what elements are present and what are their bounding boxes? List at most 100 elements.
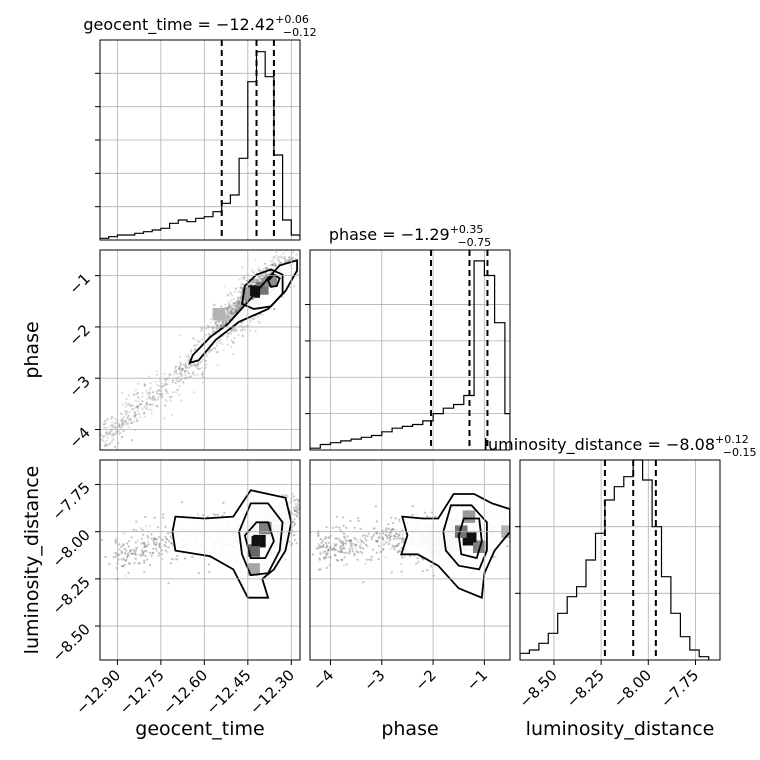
sample-point: [121, 551, 124, 554]
sample-point: [156, 384, 159, 387]
sample-point: [171, 395, 174, 398]
sample-point: [230, 330, 233, 333]
sample-point: [145, 550, 148, 553]
sample-point: [197, 572, 200, 575]
sample-point: [155, 543, 158, 547]
sample-point: [101, 439, 104, 442]
sample-point: [284, 558, 287, 561]
sample-point: [133, 414, 136, 417]
sample-point: [164, 549, 167, 552]
sample-point: [164, 536, 167, 539]
sample-point: [104, 420, 107, 423]
sample-point: [136, 392, 139, 395]
sample-point: [143, 412, 146, 415]
sample-point: [157, 389, 160, 392]
sample-point: [127, 545, 130, 548]
sample-point: [212, 329, 215, 332]
sample-point: [163, 417, 166, 420]
sample-point: [149, 397, 152, 400]
sample-point: [165, 538, 168, 541]
sample-point: [165, 390, 168, 393]
sample-point: [296, 509, 299, 512]
sample-point: [129, 562, 132, 565]
sample-point: [178, 361, 181, 364]
sample-point: [225, 315, 228, 318]
sample-point: [146, 558, 149, 561]
sample-point: [230, 309, 233, 312]
sample-point: [104, 420, 107, 423]
sample-point: [144, 407, 148, 410]
sample-point: [132, 393, 136, 396]
sample-point: [214, 347, 217, 350]
sample-point: [181, 367, 184, 370]
sample-point: [154, 398, 158, 401]
sample-point: [180, 363, 183, 366]
sample-point: [140, 554, 143, 558]
sample-point: [164, 404, 167, 407]
sample-point: [133, 414, 136, 417]
sample-point: [260, 277, 263, 280]
sample-point: [134, 553, 137, 556]
sample-point: [227, 293, 230, 296]
sample-point: [108, 442, 111, 445]
sample-point: [128, 419, 131, 422]
sample-point: [104, 432, 107, 435]
sample-point: [126, 417, 130, 420]
sample-point: [170, 537, 173, 540]
sample-point: [227, 318, 230, 321]
sample-point: [269, 270, 272, 274]
sample-point: [224, 313, 227, 316]
sample-point: [142, 533, 145, 536]
sample-point: [106, 444, 109, 447]
sample-point: [132, 393, 136, 396]
sample-point: [194, 364, 197, 367]
sample-point: [108, 431, 111, 434]
sample-point: [126, 403, 129, 406]
sample-point: [234, 310, 237, 313]
sample-point: [112, 438, 115, 441]
sample-point: [158, 552, 161, 555]
sample-point: [238, 306, 241, 310]
sample-point: [141, 529, 144, 532]
sample-point: [155, 373, 159, 376]
sample-point: [158, 545, 161, 549]
sample-point: [179, 334, 182, 337]
sample-point: [252, 271, 255, 274]
sample-point: [136, 419, 139, 423]
sample-point: [151, 398, 154, 402]
sample-point: [233, 301, 236, 305]
sample-point: [232, 330, 236, 333]
sample-point: [229, 305, 232, 308]
sample-point: [128, 417, 132, 420]
sample-point: [125, 401, 128, 405]
sample-point: [238, 307, 241, 310]
sample-point: [137, 562, 140, 565]
sample-point: [200, 329, 203, 333]
sample-point: [285, 259, 288, 262]
sample-point: [207, 563, 211, 566]
sample-point: [153, 538, 156, 541]
sample-point: [134, 412, 137, 415]
sample-point: [155, 404, 158, 407]
sample-point: [232, 341, 235, 344]
sample-point: [255, 278, 258, 281]
sample-point: [197, 513, 200, 516]
sample-point: [157, 395, 160, 398]
sample-point: [191, 555, 194, 559]
sample-point: [130, 552, 133, 555]
sample-point: [200, 338, 203, 341]
sample-point: [257, 275, 260, 279]
sample-point: [201, 513, 204, 517]
sample-point: [112, 556, 115, 559]
sample-point: [267, 272, 270, 275]
sample-point: [148, 551, 151, 555]
sample-point: [141, 400, 144, 403]
sample-point: [114, 426, 117, 429]
sample-point: [229, 333, 232, 336]
peak-marker: [250, 286, 261, 296]
sample-point: [144, 545, 147, 549]
sample-point: [104, 555, 107, 559]
sample-point: [259, 269, 262, 272]
sample-point: [204, 359, 207, 362]
sample-point: [286, 495, 289, 498]
